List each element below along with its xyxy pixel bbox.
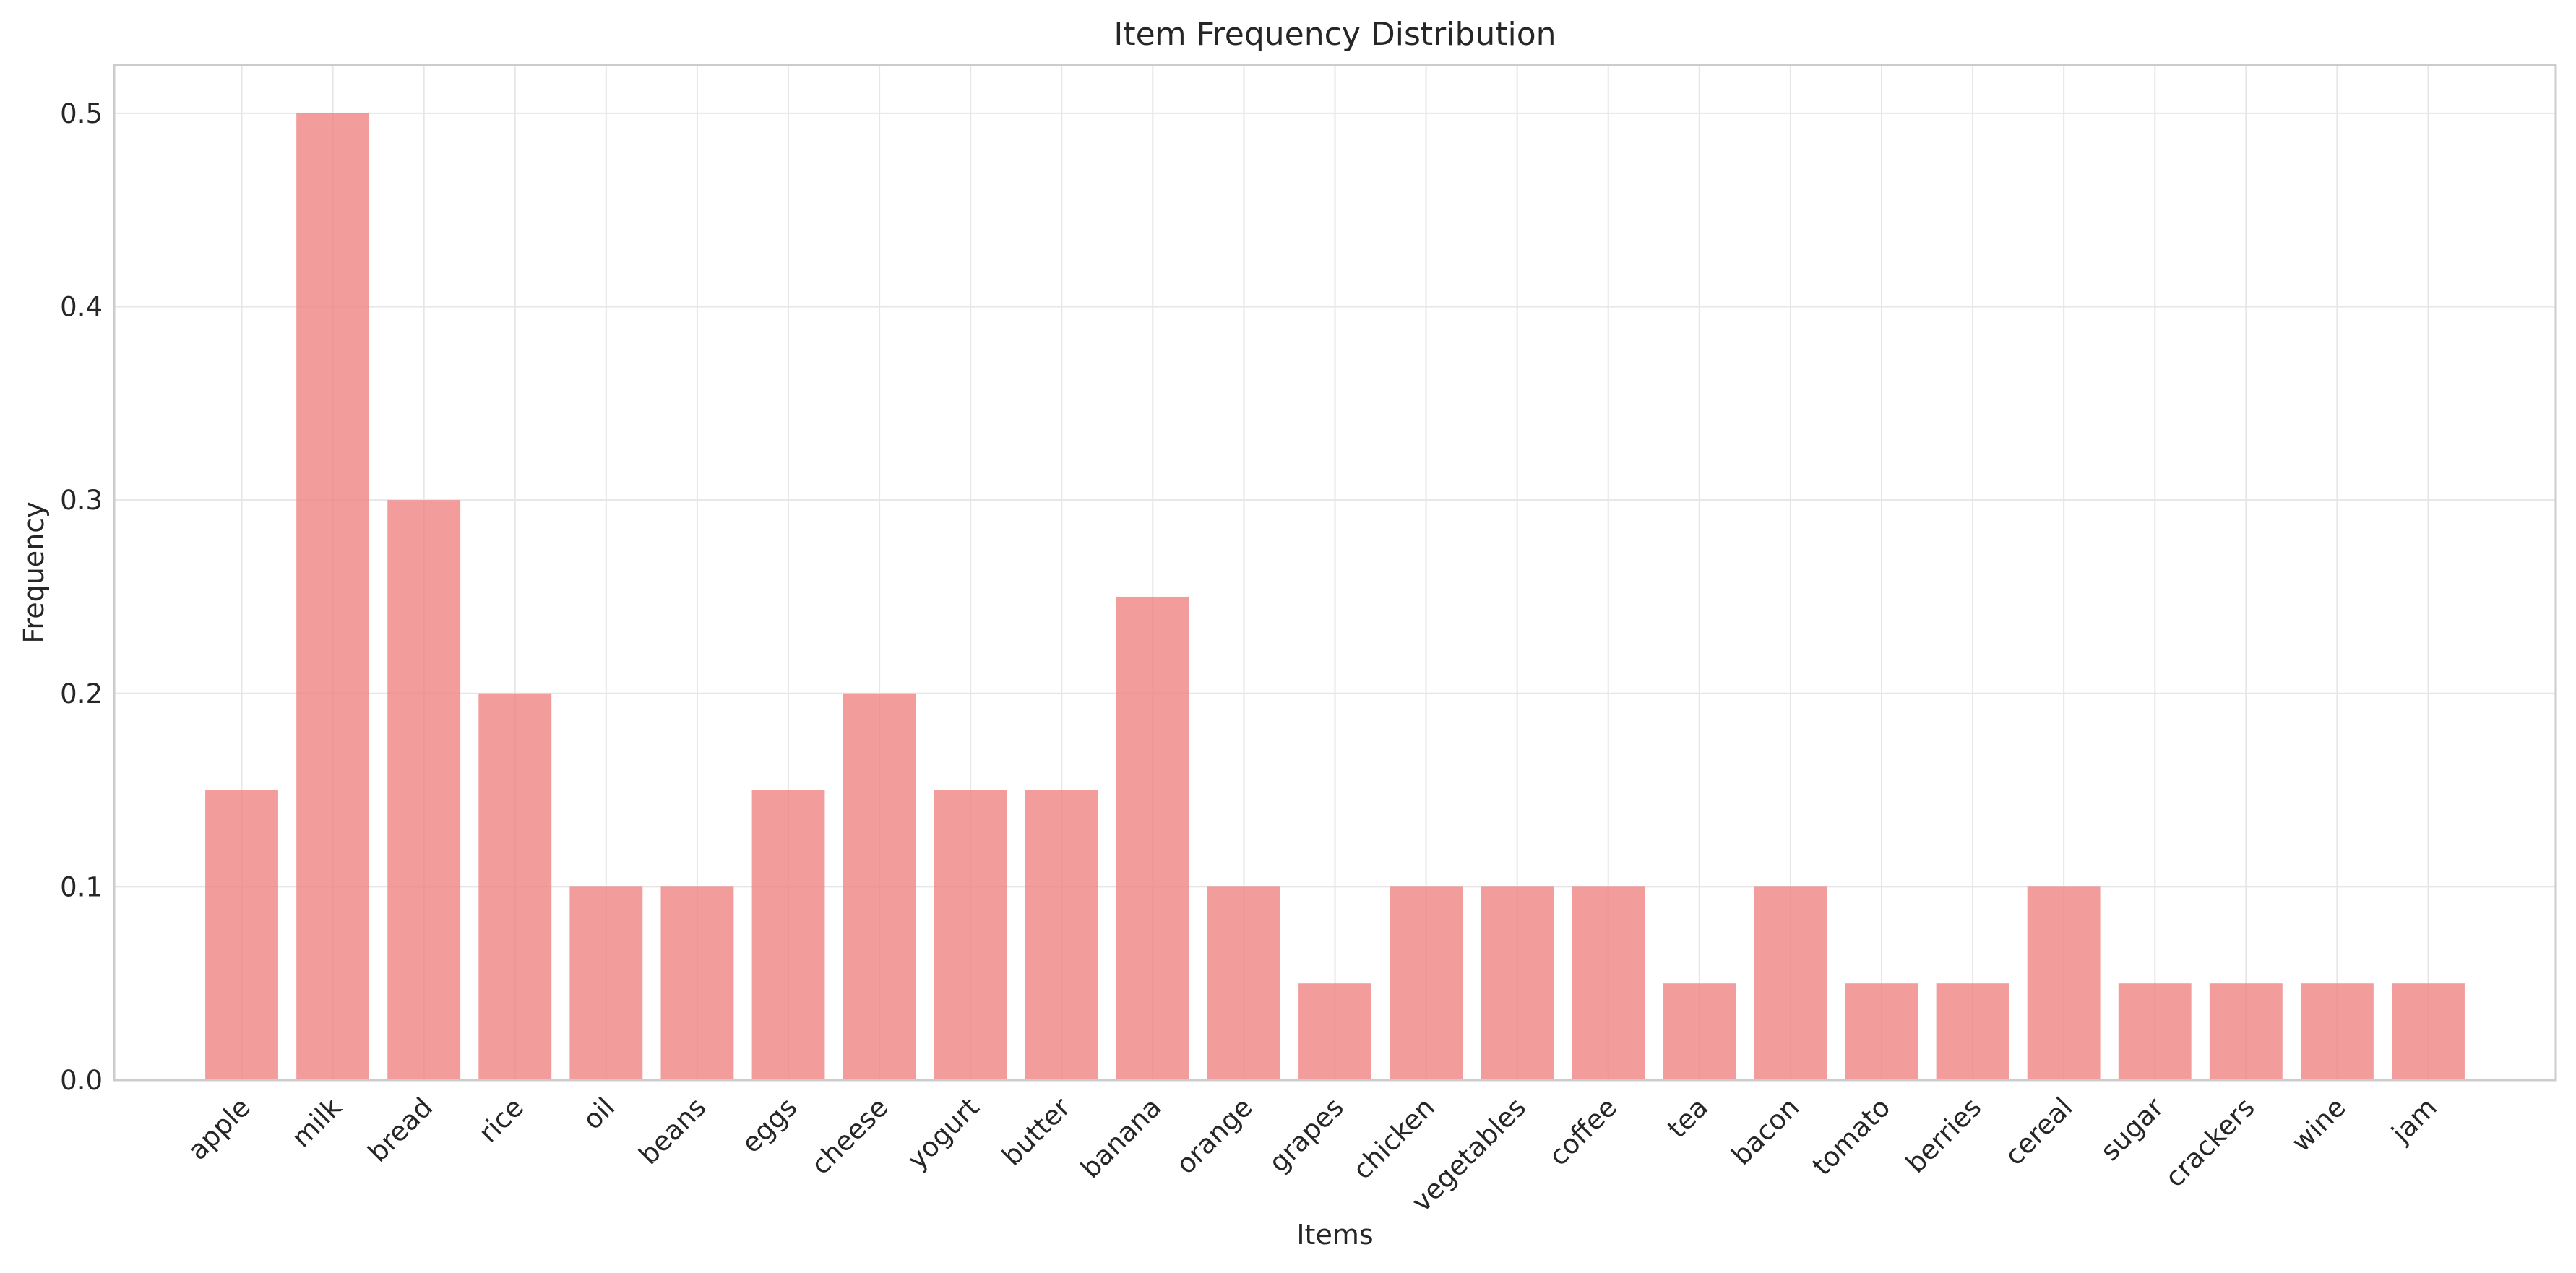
x-tick-label: milk [285,1092,348,1154]
bars [205,113,2465,1080]
bar-cheese [843,693,916,1080]
x-tick-label: cheese [805,1092,894,1181]
chart-title: Item Frequency Distribution [1113,16,1556,53]
x-tick-label: eggs [736,1092,803,1159]
bar-beans [660,886,734,1080]
y-tick-label: 0.2 [60,678,103,709]
bar-milk [296,113,370,1080]
x-tick-label: banana [1074,1092,1167,1184]
bar-yogurt [934,790,1007,1080]
bar-rice [478,693,552,1080]
y-tick-label: 0.3 [60,485,103,516]
x-tick-label: chicken [1347,1092,1441,1186]
x-tick-label: beans [633,1092,712,1170]
x-tick-label: wine [2286,1092,2352,1158]
bar-tea [1663,983,1736,1080]
bar-eggs [751,790,825,1080]
x-tick-label: tomato [1806,1092,1896,1181]
bar-vegetables [1481,886,1554,1080]
x-tick-label: berries [1900,1092,1987,1179]
x-tick-label: coffee [1543,1092,1623,1172]
y-tick-label: 0.1 [60,871,103,902]
bar-tomato [1845,983,1918,1080]
x-tick-label: jam [2385,1092,2443,1149]
bar-jam [2392,983,2465,1080]
y-axis-ticks: 0.0 0.1 0.2 0.3 0.4 0.5 [60,98,103,1096]
x-tick-label: tea [1661,1092,1714,1144]
x-tick-label: butter [996,1091,1077,1172]
y-tick-label: 0.0 [60,1065,103,1096]
bar-butter [1025,790,1098,1080]
bar-chicken [1390,886,1463,1080]
x-tick-label: bread [362,1092,439,1168]
y-axis-label: Frequency [18,501,50,643]
x-tick-label: orange [1170,1092,1258,1180]
x-axis-label: Items [1296,1219,1373,1251]
bar-apple [205,790,278,1080]
bar-grapes [1298,983,1371,1080]
bar-oil [569,886,643,1080]
x-tick-label: yogurt [901,1092,985,1175]
bar-coffee [1572,886,1645,1080]
bar-berries [1936,983,2009,1080]
bar-sugar [2118,983,2192,1080]
bar-crackers [2209,983,2283,1080]
bar-bread [387,500,461,1080]
bar-cereal [2027,886,2101,1080]
x-tick-label: cereal [1999,1092,2078,1171]
bar-orange [1207,886,1280,1080]
bar-wine [2300,983,2374,1080]
x-tick-label: rice [473,1092,530,1149]
y-tick-label: 0.5 [60,98,103,129]
x-tick-label: apple [182,1092,257,1166]
bar-bacon [1754,886,1827,1080]
x-tick-label: bacon [1726,1092,1805,1171]
x-tick-label: sugar [2095,1091,2171,1167]
x-tick-label: crackers [2159,1092,2261,1194]
plot-frame [113,64,2557,1082]
x-tick-label: grapes [1263,1092,1350,1178]
x-tick-label: oil [577,1092,621,1136]
bar-banana [1116,596,1189,1080]
y-tick-label: 0.4 [60,292,103,323]
x-axis-ticks: apple milk bread rice oil beans eggs cheese yogu… [182,1091,2443,1217]
